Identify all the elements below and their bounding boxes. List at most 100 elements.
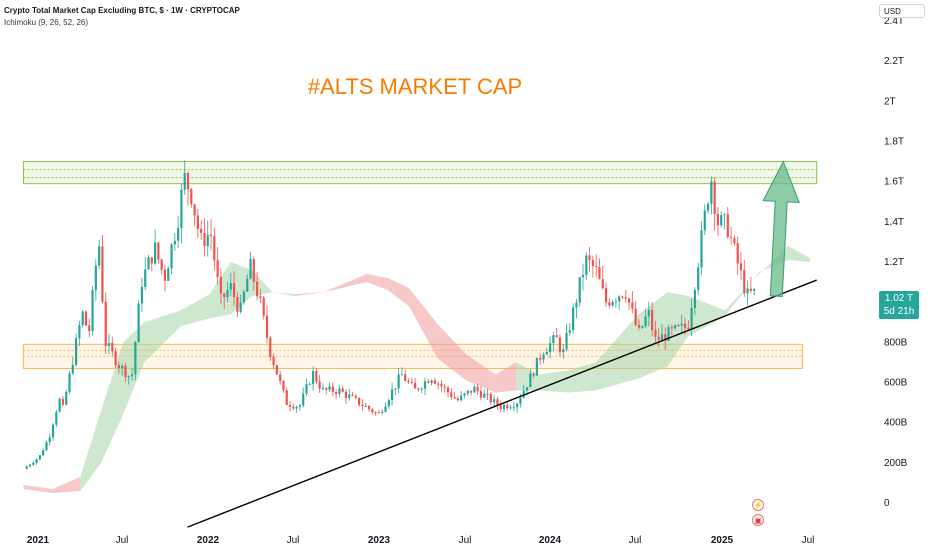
candle-body — [427, 381, 430, 383]
candle-body — [338, 388, 341, 394]
candle-body — [295, 406, 298, 409]
cloud-segment — [294, 292, 324, 297]
candle-body — [683, 323, 687, 328]
last-price-tag: 1.02 T 5d 21h — [879, 291, 919, 319]
candle-body — [519, 397, 522, 404]
candle-body — [647, 309, 650, 317]
candle-body — [657, 336, 660, 340]
x-tick-label: Jul — [802, 535, 815, 546]
candle-body — [736, 243, 739, 264]
cloud-segment — [437, 324, 467, 381]
candle-body — [601, 278, 604, 289]
cloud-segment — [725, 272, 760, 317]
calendar-event-icon[interactable]: ▣ — [752, 514, 764, 526]
candle-body — [588, 255, 591, 260]
candle-body — [262, 297, 265, 316]
candle-body — [489, 393, 492, 403]
candle-body — [532, 373, 535, 376]
candle-body — [539, 357, 542, 360]
candle-body — [700, 230, 703, 268]
candle-body — [690, 308, 693, 330]
currency-button[interactable]: USD — [879, 4, 925, 18]
y-tick-label: 200B — [884, 458, 908, 469]
candle-body — [390, 389, 394, 401]
candle-body — [749, 288, 752, 291]
candle-body — [591, 259, 594, 267]
candle-body — [137, 303, 140, 343]
candle-body — [680, 323, 683, 326]
x-tick-label: 2024 — [539, 535, 562, 546]
candle-body — [94, 265, 97, 291]
candle-body — [466, 390, 469, 394]
candle-body — [446, 387, 450, 393]
candle-body — [670, 327, 673, 329]
candle-body — [358, 397, 361, 405]
candle-body — [476, 386, 479, 392]
candle-body — [404, 374, 407, 381]
candle-body — [710, 181, 713, 204]
candle-body — [200, 228, 203, 233]
x-tick-label: Jul — [459, 535, 472, 546]
candle-body — [203, 232, 206, 247]
cloud-segment — [387, 278, 410, 307]
candle-body — [548, 343, 552, 353]
candle-body — [581, 274, 585, 278]
candle-body — [246, 278, 249, 292]
candle-body — [535, 357, 539, 376]
candle-body — [229, 283, 232, 290]
indicator-label[interactable]: Ichimoku (9, 26, 52, 26) — [4, 18, 89, 27]
lightning-icon[interactable]: ⚡ — [752, 499, 764, 511]
y-tick-label: 1.2T — [884, 257, 904, 268]
candle-body — [469, 390, 473, 393]
candle-body — [91, 290, 94, 331]
candle-body — [282, 380, 285, 391]
candle-body — [381, 411, 384, 413]
candle-body — [674, 325, 677, 329]
cloud-segment — [23, 484, 53, 493]
candle-body — [252, 259, 255, 282]
candle-body — [272, 356, 275, 366]
candle-body — [730, 237, 733, 239]
candle-body — [190, 189, 193, 205]
candle-body — [506, 404, 509, 409]
candle-body — [660, 334, 664, 340]
cloud-segment — [323, 274, 367, 293]
candle-body — [242, 291, 246, 303]
cloud-segment — [272, 292, 295, 297]
support-trendline — [187, 279, 817, 528]
cloud-segment — [667, 292, 689, 367]
candle-body — [38, 455, 41, 460]
ichimoku-cloud — [23, 245, 811, 493]
cloud-segment — [538, 370, 568, 393]
x-tick-label: 2022 — [197, 535, 220, 546]
y-tick-label: 600B — [884, 377, 908, 388]
candle-body — [720, 215, 723, 226]
candle-body — [483, 393, 486, 398]
candle-body — [167, 268, 170, 281]
candle-body — [562, 349, 565, 353]
candle-body — [624, 297, 627, 299]
candle-body — [509, 407, 512, 409]
x-tick-label: Jul — [116, 535, 129, 546]
candle-body — [453, 397, 456, 399]
candle-body — [631, 302, 634, 309]
candle-body — [193, 204, 196, 216]
candle-body — [45, 442, 48, 451]
candle-body — [315, 370, 318, 382]
candle-body — [321, 387, 325, 389]
cloud-segment — [495, 362, 517, 393]
y-tick-label: 0 — [884, 498, 890, 509]
candle-body — [213, 236, 216, 261]
candle-body — [473, 386, 476, 393]
candle-body — [344, 391, 348, 398]
candle-body — [121, 365, 124, 369]
candle-body — [134, 342, 137, 375]
chart-title: Crypto Total Market Cap Excluding BTC, $… — [4, 6, 240, 15]
candle-body — [325, 387, 328, 390]
candle-body — [585, 255, 588, 275]
candle-body — [641, 326, 644, 328]
cloud-segment — [251, 270, 273, 297]
candle-body — [74, 338, 78, 365]
candle-body — [460, 395, 463, 401]
